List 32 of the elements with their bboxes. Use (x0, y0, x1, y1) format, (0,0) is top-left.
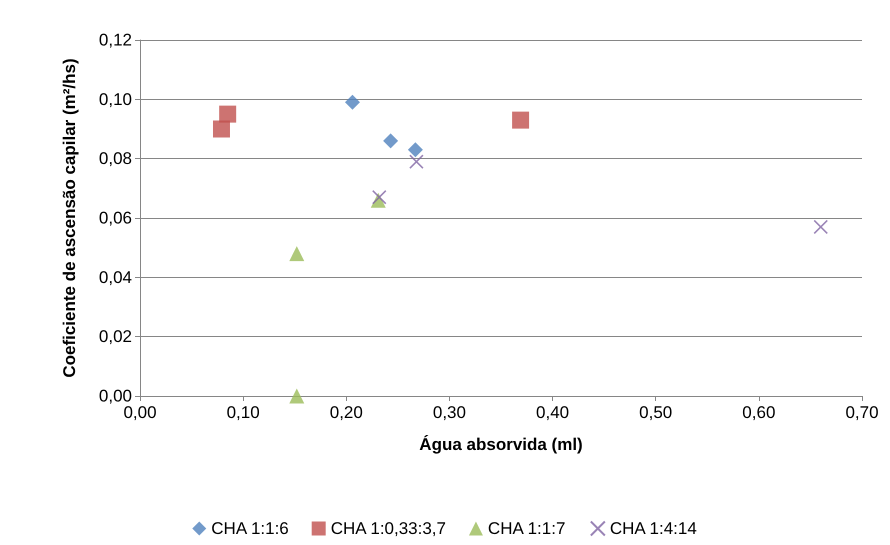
point (813, 220, 828, 234)
legend-label: CHA 1:4:14 (610, 519, 697, 538)
legend-label: CHA 1:1:7 (488, 519, 566, 538)
point (372, 190, 387, 205)
x-tick-label: 0,70 (845, 403, 879, 422)
x-tick-label: 0,30 (432, 403, 466, 422)
x-tick-label: 0,10 (226, 403, 260, 422)
x-tick-label: 0,20 (330, 403, 363, 422)
point (289, 388, 304, 404)
point (512, 112, 530, 129)
y-tick-label: 0,04 (98, 268, 132, 287)
y-tick-label: 0,02 (98, 327, 132, 346)
x-tick-label: 0,00 (123, 403, 157, 422)
y-tick-label: 0,12 (98, 30, 132, 50)
point (408, 142, 423, 158)
y-axis-title: Coeficiente de ascensão capilar (m²/hs) (60, 58, 79, 378)
point (383, 133, 398, 148)
point (409, 154, 424, 169)
x-tick-label: 0,40 (536, 403, 570, 422)
y-tick-label: 0,10 (98, 90, 132, 109)
legend-label: CHA 1:1:6 (211, 519, 289, 538)
x-axis-title: Água absorvida (ml) (419, 434, 583, 454)
y-tick-label: 0,06 (98, 208, 132, 228)
y-tick-label: 0,08 (98, 149, 132, 168)
point (212, 120, 230, 138)
legend-label: CHA 1:0,33:3,7 (330, 519, 446, 538)
x-tick-label: 0,60 (742, 403, 776, 422)
point (219, 106, 236, 123)
y-tick-label: 0,00 (98, 386, 132, 406)
point (344, 94, 360, 110)
point (289, 246, 304, 262)
x-tick-label: 0,50 (639, 403, 672, 422)
